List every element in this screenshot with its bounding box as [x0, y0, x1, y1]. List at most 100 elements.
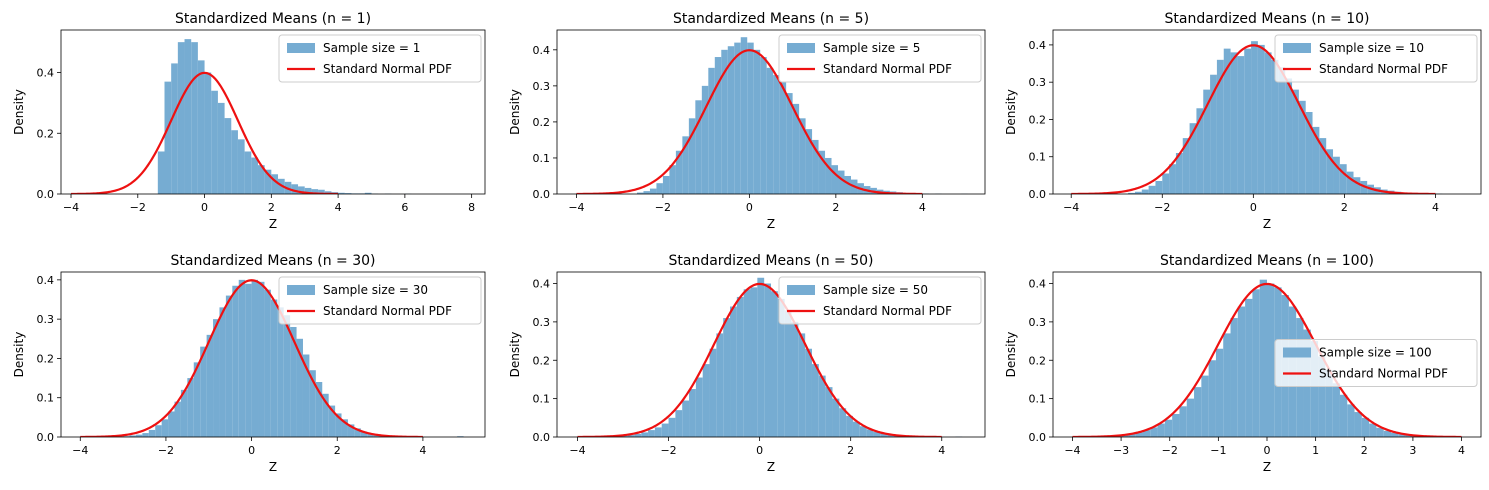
- histogram-bar: [1245, 298, 1253, 437]
- histogram-bar: [364, 192, 372, 194]
- histogram-bar: [695, 377, 703, 437]
- histogram-bar: [757, 277, 765, 437]
- histogram-bar: [1223, 48, 1231, 194]
- histogram-bar: [219, 307, 226, 437]
- y-tick-label: 0.4: [37, 274, 55, 287]
- histogram-bar: [1285, 78, 1293, 194]
- histogram-bar: [197, 60, 205, 194]
- y-tick-label: 0.4: [1029, 39, 1047, 52]
- histogram-bar: [1203, 89, 1211, 194]
- histogram-bar: [662, 175, 670, 194]
- histogram-bar: [1354, 412, 1362, 437]
- legend-box: [278, 276, 482, 325]
- x-tick-label: −2: [1162, 444, 1178, 457]
- histogram-bar: [1164, 419, 1173, 437]
- legend-label-histogram: Sample size = 30: [323, 283, 428, 297]
- pdf-curve: [80, 279, 423, 437]
- x-tick-label: 0: [756, 444, 763, 457]
- histogram-bar: [277, 307, 284, 437]
- histogram-bar: [1244, 48, 1252, 194]
- histogram-bar: [1391, 432, 1399, 437]
- x-axis-label: Z: [767, 217, 775, 231]
- histogram-bar: [177, 42, 185, 194]
- x-tick-label: −2: [158, 444, 174, 457]
- histogram-bar: [224, 118, 232, 194]
- axes-frame: [60, 271, 486, 438]
- y-tick-label: 0.4: [533, 44, 551, 57]
- histogram-bar: [792, 103, 800, 194]
- x-tick-label: 4: [1432, 201, 1439, 214]
- histogram-bar: [846, 415, 853, 437]
- histogram-bar: [730, 306, 737, 437]
- histogram-bar: [237, 139, 245, 194]
- pdf-curve: [576, 49, 923, 194]
- histogram-bar: [784, 310, 792, 437]
- histogram-bar: [701, 85, 709, 194]
- axes-frame: [1052, 29, 1482, 195]
- x-axis-label: Z: [1263, 217, 1271, 231]
- histogram-bar: [283, 315, 291, 437]
- histogram-bar: [661, 423, 669, 437]
- histogram-bar: [1383, 430, 1392, 437]
- histogram-bar: [168, 411, 175, 437]
- histogram-bar: [799, 118, 806, 194]
- histogram-bar: [786, 93, 793, 194]
- subplot-1: −4 −2 0 2 4 6 8 0.0 0.2 0.4 Standardized Means (n …: [12, 11, 486, 231]
- histogram-bar: [1141, 189, 1149, 194]
- chart-title: Standardized Means (n = 5): [673, 11, 869, 27]
- histogram-bar: [1135, 432, 1143, 437]
- histogram-bar: [1172, 413, 1180, 437]
- histogram-bar: [1201, 375, 1209, 437]
- x-axis-label: Z: [767, 460, 775, 474]
- legend-swatch-histogram: [787, 285, 815, 295]
- y-tick-label: 0.0: [533, 188, 551, 201]
- y-tick-label: 0.0: [37, 188, 55, 201]
- legend-label-pdf: Standard Normal PDF: [1319, 62, 1448, 76]
- histogram-bar: [656, 183, 663, 194]
- histogram-bar: [825, 387, 833, 437]
- histogram-bar: [620, 435, 628, 437]
- histogram-bar: [1271, 59, 1279, 194]
- histogram-bar: [1128, 433, 1136, 437]
- histogram-bar: [328, 405, 336, 437]
- histogram-bar: [1251, 41, 1258, 194]
- x-tick-label: 0: [746, 201, 753, 214]
- histogram-bar: [367, 433, 374, 437]
- legend-label-histogram: Sample size = 5: [823, 41, 920, 55]
- chart-title: Standardized Means (n = 50): [668, 253, 873, 269]
- histogram-bar: [129, 435, 136, 437]
- legend: Sample size = 100 Standard Normal PDF: [1274, 339, 1478, 387]
- histogram-bar: [689, 389, 696, 437]
- x-tick-label: 3: [1409, 444, 1416, 457]
- histogram-bar: [264, 169, 272, 194]
- histogram-bar: [271, 174, 279, 194]
- histogram-bar: [1142, 430, 1151, 437]
- x-tick-label: −4: [569, 444, 585, 457]
- histogram-bar: [291, 184, 299, 194]
- y-tick-label: 0.0: [533, 431, 551, 444]
- legend-box: [1274, 34, 1478, 83]
- histogram-bar: [766, 67, 774, 194]
- histogram-bar: [859, 426, 867, 437]
- histogram-bar: [155, 425, 162, 437]
- histogram-bar: [171, 63, 178, 194]
- histogram-bar: [157, 151, 165, 194]
- plot-area: [576, 37, 968, 194]
- histogram-bar: [832, 398, 840, 437]
- histogram-bar: [668, 417, 676, 437]
- subplot-5: −4 −2 0 2 4 0.0 0.1 0.2 0.3 0.4 Standardized Means…: [508, 253, 986, 474]
- histogram-bar: [1189, 123, 1197, 194]
- histogram-bar: [1339, 164, 1347, 194]
- histogram-bar: [148, 429, 156, 437]
- legend-label-histogram: Sample size = 100: [1319, 346, 1432, 360]
- y-tick-label: 0.3: [1029, 76, 1047, 89]
- histogram-bar: [1216, 59, 1224, 194]
- legend-swatch-histogram: [1283, 347, 1311, 358]
- histogram-bar: [1376, 427, 1384, 437]
- x-tick-label: 1: [1312, 444, 1319, 457]
- y-tick-label: 0.1: [533, 152, 551, 165]
- histogram-bar: [213, 319, 220, 437]
- legend-label-histogram: Sample size = 50: [823, 283, 928, 297]
- histogram-bar: [709, 348, 717, 437]
- y-tick-label: 0.2: [1029, 113, 1047, 126]
